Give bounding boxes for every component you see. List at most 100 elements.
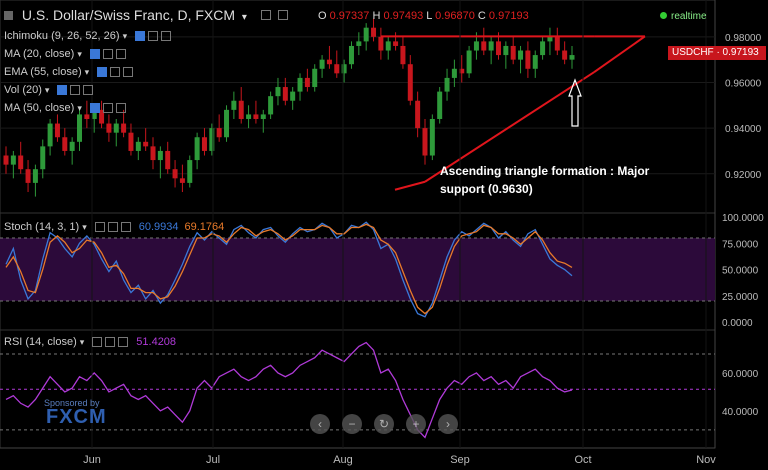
eye-icon[interactable] [97, 67, 108, 77]
candle-body [290, 91, 296, 101]
close-icon[interactable] [120, 222, 131, 232]
close-icon[interactable] [83, 85, 94, 95]
reset-button[interactable]: ↻ [374, 414, 394, 434]
candle-body [312, 68, 318, 88]
chevron-down-icon[interactable]: ▾ [241, 12, 247, 23]
eye-icon[interactable] [57, 85, 68, 95]
close-icon[interactable] [118, 337, 129, 347]
chevron-down-icon[interactable]: ▾ [77, 102, 82, 113]
candle-body [525, 50, 531, 69]
hide-icon[interactable] [107, 222, 118, 232]
candle-body [10, 155, 16, 165]
candle-body [62, 137, 68, 151]
rsi-line [5, 341, 573, 439]
candle-body [437, 91, 443, 119]
candle-body [459, 68, 465, 74]
candle-body [540, 41, 546, 56]
stoch-tick-label: 50.0000 [722, 266, 759, 277]
time-tick-label: Jul [206, 454, 220, 466]
candle-body [481, 41, 487, 51]
chevron-down-icon[interactable]: ▾ [122, 30, 128, 41]
candle-body [18, 155, 24, 170]
stoch-tick-label: 25.0000 [722, 292, 759, 303]
candle-body [297, 77, 303, 92]
candle-body [385, 41, 391, 51]
candle-body [253, 114, 259, 119]
indicator-vol[interactable]: Vol (20) ▾ [4, 84, 94, 96]
realtime-status: realtime [660, 11, 707, 22]
settings-icon[interactable] [110, 67, 121, 77]
time-tick-label: Jun [83, 454, 101, 466]
candle-body [304, 77, 310, 88]
scroll-left-button[interactable]: ‹ [310, 414, 330, 434]
candle-body [157, 150, 163, 161]
close-icon[interactable] [161, 31, 172, 41]
candle-body [238, 100, 244, 119]
trendline-support [424, 71, 595, 183]
chevron-down-icon[interactable]: ▾ [79, 336, 85, 347]
candle-body [473, 41, 479, 51]
scroll-right-button[interactable]: › [438, 414, 458, 434]
stoch-tick-label: 75.0000 [722, 239, 759, 250]
eye-icon[interactable] [135, 31, 146, 41]
candle-body [562, 50, 568, 60]
rsi-tick-label: 40.0000 [722, 407, 759, 418]
price-tick-label: 0.92000 [725, 170, 762, 181]
zoom-out-button[interactable]: − [342, 414, 362, 434]
hide-icon[interactable] [105, 337, 116, 347]
close-icon[interactable] [115, 103, 126, 113]
eye-icon[interactable] [89, 103, 100, 113]
candle-body [246, 114, 252, 119]
chevron-down-icon[interactable]: ▾ [77, 48, 82, 59]
candle-body [172, 169, 178, 179]
settings-icon[interactable] [102, 103, 113, 113]
chevron-down-icon[interactable]: ▾ [84, 66, 90, 77]
candle-body [466, 50, 472, 74]
candle-body [99, 109, 105, 124]
zoom-in-button[interactable]: + [406, 414, 426, 434]
candle-body [268, 96, 274, 115]
chart-title[interactable]: U.S. Dollar/Swiss Franc, D, FXCM ▾ [4, 7, 288, 23]
indicator-ma20[interactable]: MA (20, close) ▾ [4, 48, 126, 60]
indicator-ichimoku[interactable]: Ichimoku (9, 26, 52, 26) ▾ [4, 30, 172, 42]
eye-icon[interactable] [89, 49, 100, 59]
settings-icon[interactable] [102, 49, 113, 59]
hide-icon[interactable] [277, 10, 288, 20]
candle-body [3, 155, 9, 165]
settings-icon[interactable] [260, 10, 271, 20]
stoch-legend[interactable]: Stoch (14, 3, 1) ▾ 60.9934 69.1764 [4, 221, 225, 233]
close-icon[interactable] [115, 49, 126, 59]
candle-body [334, 64, 340, 74]
candle-body [187, 160, 193, 183]
candle-body [143, 141, 149, 147]
rsi-legend[interactable]: RSI (14, close) ▾ 51.4208 [4, 336, 177, 348]
candle-body [569, 55, 575, 60]
candle-body [341, 64, 347, 74]
chevron-down-icon[interactable]: ▾ [44, 84, 50, 95]
rsi-tick-label: 60.0000 [722, 369, 759, 380]
candle-body [113, 123, 119, 133]
settings-icon[interactable] [148, 31, 159, 41]
annotation-text: Ascending triangle formation : Major sup… [440, 164, 650, 196]
indicator-ema55[interactable]: EMA (55, close) ▾ [4, 66, 134, 78]
fxcm-logo: FXCM [46, 406, 107, 428]
candle-body [25, 169, 31, 183]
indicator-ma50[interactable]: MA (50, close) ▾ [4, 102, 126, 114]
settings-icon[interactable] [92, 337, 103, 347]
candle-body [371, 27, 377, 37]
chevron-down-icon[interactable]: ▾ [82, 221, 87, 232]
candle-body [54, 123, 60, 138]
candle-body [260, 114, 266, 119]
trendline-support-ext [593, 35, 646, 74]
candle-body [319, 59, 325, 69]
stoch-line-d [5, 223, 573, 315]
candle-body [495, 41, 501, 56]
close-icon[interactable] [123, 67, 134, 77]
price-badge: USDCHF · 0.97193 [668, 46, 766, 60]
stoch-tick-label: 0.0000 [722, 318, 753, 329]
candle-body [84, 114, 90, 119]
settings-icon[interactable] [94, 222, 105, 232]
candle-body [400, 45, 406, 65]
settings-icon[interactable] [70, 85, 81, 95]
price-tick-label: 0.94000 [725, 124, 762, 135]
